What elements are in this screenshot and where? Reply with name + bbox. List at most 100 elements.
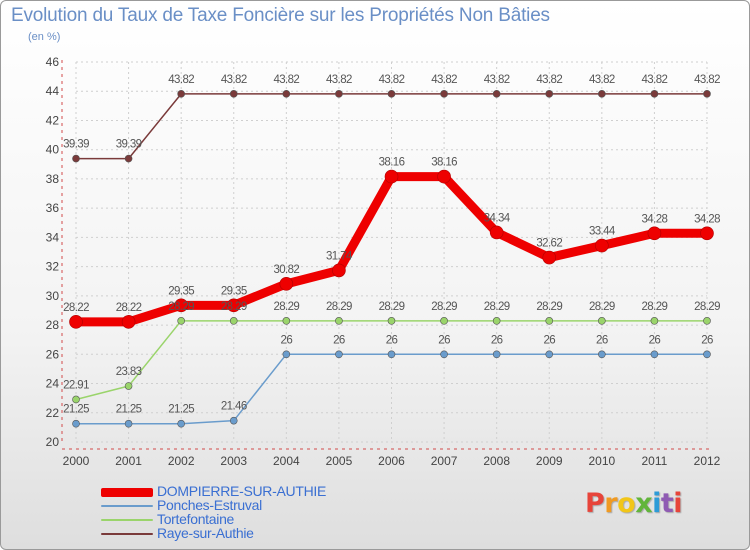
x-tick-label: 2012	[694, 454, 721, 468]
x-tick-label: 2003	[220, 454, 247, 468]
data-label: 28.29	[589, 301, 615, 313]
data-point	[174, 298, 188, 313]
data-label: 34.28	[642, 213, 668, 225]
data-point	[598, 350, 606, 359]
data-label: 34.34	[484, 212, 511, 224]
x-tick-label: 2000	[63, 454, 90, 468]
data-point	[72, 154, 80, 163]
data-label: 21.25	[116, 404, 142, 416]
y-tick-label: 30	[46, 289, 60, 303]
data-label: 43.82	[168, 74, 194, 86]
data-label: 43.82	[326, 74, 352, 86]
x-tick-label: 2004	[273, 454, 300, 468]
x-tick-label: 2010	[588, 454, 615, 468]
data-label: 43.82	[694, 74, 720, 86]
data-point	[650, 317, 659, 325]
data-label: 28.29	[379, 301, 405, 313]
y-tick-label: 38	[46, 172, 60, 186]
data-label: 29.35	[168, 285, 194, 297]
legend-label: Ponches-Estruval	[157, 497, 262, 513]
data-label: 26	[596, 334, 608, 346]
data-point	[545, 350, 554, 359]
data-point	[72, 395, 80, 404]
y-tick-label: 42	[46, 113, 60, 127]
proxiti-logo: Proxiti	[585, 488, 683, 519]
data-point	[279, 277, 294, 291]
data-label: 28.29	[221, 301, 247, 313]
data-point	[177, 419, 185, 428]
data-label: 43.82	[484, 74, 510, 86]
x-tick-label: 2007	[431, 454, 458, 468]
data-point	[332, 263, 346, 278]
data-point	[387, 90, 396, 98]
y-tick-label: 40	[46, 143, 60, 157]
data-point	[440, 350, 448, 359]
data-point	[545, 317, 554, 325]
y-tick-label: 36	[46, 201, 60, 215]
data-point	[282, 350, 291, 359]
legend-label: Raye-sur-Authie	[157, 525, 254, 541]
logo-letter: P	[585, 488, 605, 519]
data-label: 38.16	[431, 157, 457, 169]
logo-letter: t	[660, 488, 674, 519]
data-label: 43.82	[379, 74, 405, 86]
data-point	[703, 350, 711, 359]
data-label: 28.29	[484, 301, 510, 313]
data-point	[595, 238, 609, 253]
legend-label: DOMPIERRE-SUR-AUTHIE	[157, 483, 327, 499]
data-label: 43.82	[536, 74, 562, 86]
data-point	[437, 169, 451, 184]
data-label: 29.35	[221, 285, 247, 297]
data-point	[335, 350, 343, 359]
data-label: 28.22	[116, 302, 142, 314]
data-point	[177, 317, 185, 325]
legend-swatch	[101, 533, 153, 535]
x-tick-label: 2008	[483, 454, 510, 468]
data-point	[700, 226, 714, 241]
data-point	[598, 90, 606, 98]
data-point	[489, 225, 504, 240]
data-point	[229, 317, 238, 325]
data-label: 31.74	[326, 250, 353, 262]
data-label: 34.28	[694, 213, 720, 225]
data-label: 26	[438, 334, 450, 346]
data-point	[492, 350, 501, 359]
data-point	[387, 317, 396, 325]
data-label: 26	[701, 334, 713, 346]
data-label: 26	[543, 334, 555, 346]
y-tick-label: 28	[46, 318, 60, 332]
x-tick-label: 2002	[168, 454, 195, 468]
data-label: 28.29	[273, 301, 299, 313]
data-label: 23.83	[116, 366, 142, 378]
y-tick-label: 24	[46, 377, 60, 391]
data-label: 28.29	[168, 301, 194, 313]
data-point	[282, 90, 291, 98]
data-label: 28.29	[642, 301, 668, 313]
data-point	[650, 350, 659, 359]
data-point	[177, 90, 185, 98]
data-label: 26	[333, 334, 345, 346]
legend-swatch	[101, 505, 153, 507]
data-label: 21.25	[168, 404, 194, 416]
x-tick-label: 2006	[378, 454, 405, 468]
data-point	[598, 317, 606, 325]
legend-swatch	[101, 488, 153, 497]
data-label: 33.44	[589, 226, 616, 238]
logo-letter: i	[673, 488, 683, 519]
chart-title: Evolution du Taux de Taxe Foncière sur l…	[11, 5, 550, 26]
y-tick-label: 46	[46, 55, 60, 69]
data-point	[440, 90, 448, 98]
data-label: 22.91	[63, 379, 89, 391]
data-point	[703, 90, 711, 98]
data-label: 26	[281, 334, 293, 346]
data-point	[647, 226, 662, 241]
data-point	[335, 90, 343, 98]
y-tick-label: 26	[46, 347, 60, 361]
data-point	[545, 90, 554, 98]
data-label: 26	[491, 334, 503, 346]
data-point	[384, 169, 399, 184]
data-label: 26	[386, 334, 398, 346]
legend-swatch	[101, 519, 153, 521]
